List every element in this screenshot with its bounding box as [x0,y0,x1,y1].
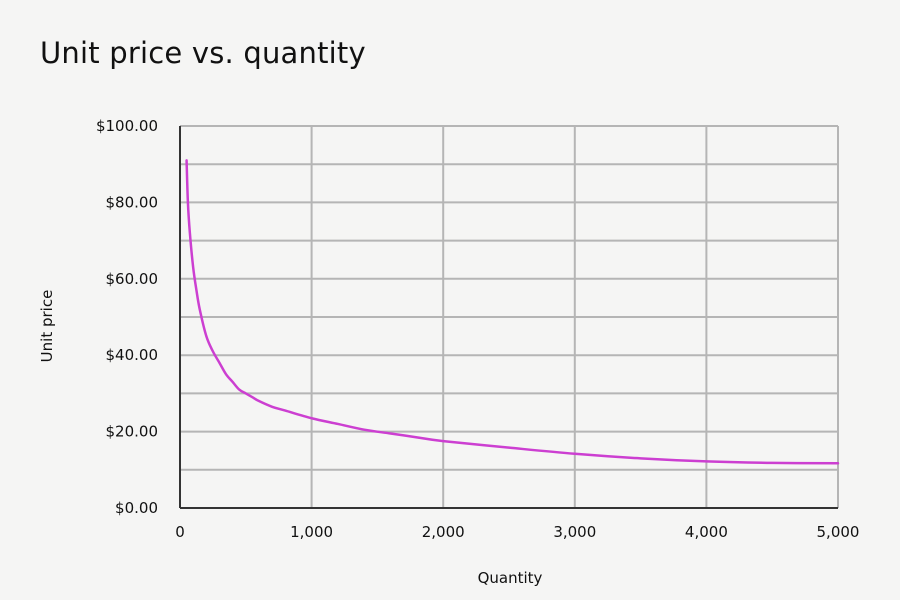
series-layer [185,159,840,465]
gridlines [180,125,839,508]
y-tick-label: $100.00 [96,117,158,135]
axes [179,126,838,509]
x-tick-label: 1,000 [290,523,333,541]
x-tick-label: 4,000 [685,523,728,541]
chart-title: Unit price vs. quantity [40,36,366,70]
x-tick-label: 5,000 [817,523,860,541]
x-tick-label: 0 [175,523,185,541]
y-tick-label: $80.00 [106,193,159,211]
y-axis-ticks: $0.00 $20.00 $40.00 $60.00 $80.00 $100.00 [96,117,158,517]
y-tick-label: $0.00 [115,499,158,517]
y-tick-label: $60.00 [106,270,159,288]
x-tick-label: 3,000 [553,523,596,541]
x-tick-label: 2,000 [422,523,465,541]
x-axis-label: Quantity [478,569,543,587]
series-line [185,159,840,465]
y-tick-label: $20.00 [106,423,159,441]
y-axis-label: Unit price [38,290,56,363]
x-axis-ticks: 0 1,000 2,000 3,000 4,000 5,000 [175,523,859,541]
y-tick-label: $40.00 [106,346,159,364]
